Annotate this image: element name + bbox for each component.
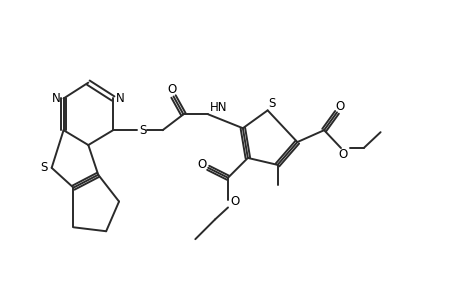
Text: HN: HN	[210, 101, 227, 114]
Text: O: O	[197, 158, 207, 171]
Text: S: S	[139, 124, 146, 137]
Text: O: O	[167, 83, 176, 96]
Text: N: N	[52, 92, 61, 105]
Text: O: O	[337, 148, 347, 161]
Text: O: O	[335, 100, 344, 113]
Text: S: S	[40, 161, 47, 174]
Text: S: S	[267, 97, 274, 110]
Text: N: N	[115, 92, 124, 105]
Text: O: O	[230, 195, 239, 208]
